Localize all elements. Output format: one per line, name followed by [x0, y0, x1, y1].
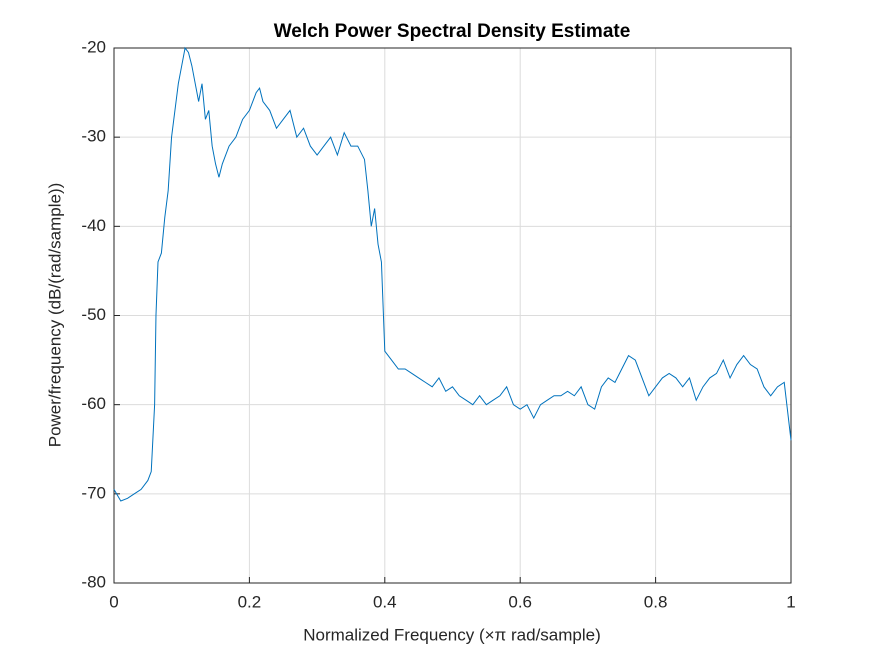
y-tick-label: -60: [81, 394, 106, 413]
chart-title: Welch Power Spectral Density Estimate: [274, 21, 631, 42]
y-tick-label: -50: [81, 305, 106, 324]
y-tick-label: -30: [81, 127, 106, 146]
plot-frame: [113, 47, 792, 584]
x-tick-label: 0.2: [238, 592, 262, 611]
x-axis-label: Normalized Frequency (×π rad/sample): [303, 625, 601, 644]
x-tick-label: 1: [786, 592, 795, 611]
y-tick-label: -80: [81, 572, 106, 591]
x-tick-label: 0.8: [644, 592, 668, 611]
x-tick-label: 0.4: [373, 592, 397, 611]
y-tick-label: -40: [81, 216, 106, 235]
line-series: [113, 46, 792, 502]
y-tick-label: -20: [81, 37, 106, 56]
y-axis-label: Power/frequency (dB/(rad/sample)): [45, 183, 64, 448]
x-tick-label: 0.6: [508, 592, 532, 611]
y-tick-label: -70: [81, 483, 106, 502]
x-tick-label: 0: [109, 592, 118, 611]
